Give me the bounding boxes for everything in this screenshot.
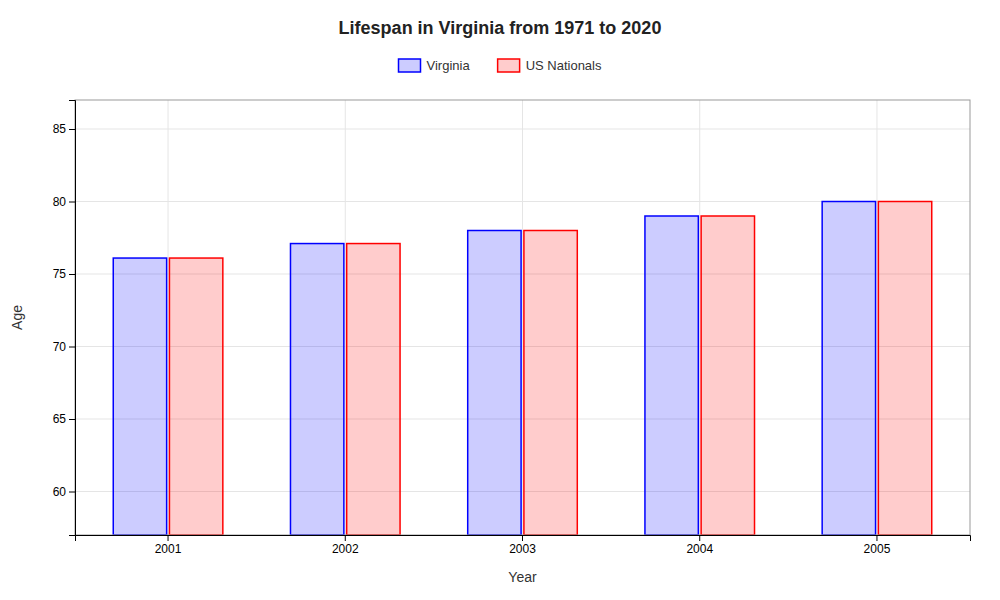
legend-swatch [399, 59, 421, 72]
legend: Virginia US Nationals [399, 58, 602, 73]
tick-mark [69, 129, 75, 130]
tick-mark [876, 535, 877, 541]
tick: 60 [53, 485, 75, 499]
tick: 2005 [864, 535, 891, 556]
tick-label: 85 [53, 122, 67, 136]
grid-line-x [876, 100, 877, 535]
tick: 75 [53, 267, 75, 281]
tick: 2002 [332, 535, 359, 556]
tick-mark [69, 274, 75, 275]
tick-mark [69, 202, 75, 203]
bar-series [113, 202, 875, 536]
grid-line-x [168, 100, 169, 535]
tick: 2001 [155, 535, 182, 556]
tick: 85 [53, 122, 75, 136]
axis-line [69, 101, 76, 536]
bar [878, 202, 931, 536]
x-axis: 2001 2002 2003 2004 2005 [76, 535, 971, 556]
grid-line-x [522, 100, 523, 535]
tick: 2004 [686, 535, 713, 556]
bars [113, 202, 931, 536]
tick-label: 2003 [509, 542, 536, 556]
legend-item: Virginia [399, 58, 471, 73]
legend-label: US Nationals [526, 58, 602, 73]
tick-label: 65 [53, 412, 67, 426]
y-axis: 60 65 70 75 80 85 [53, 101, 76, 536]
tick: 70 [53, 340, 75, 354]
grid-line-x [699, 100, 700, 535]
tick: 65 [53, 412, 75, 426]
tick-label: 70 [53, 340, 67, 354]
bar-series [169, 202, 931, 536]
bar [524, 231, 577, 536]
chart-title: Lifespan in Virginia from 1971 to 2020 [339, 18, 662, 38]
tick-label: 2005 [864, 542, 891, 556]
tick-label: 60 [53, 485, 67, 499]
legend-label: Virginia [427, 58, 471, 73]
bar [169, 258, 222, 535]
tick-mark [69, 347, 75, 348]
tick-label: 2002 [332, 542, 359, 556]
bar [290, 244, 343, 535]
tick-mark [699, 535, 700, 541]
legend-swatch [498, 59, 520, 72]
grid-line-x [345, 100, 346, 535]
tick-mark [69, 492, 75, 493]
chart-container: 2001 2002 2003 2004 2005 60 65 70 75 80 85 Year Age L… [0, 0, 1000, 600]
bar [822, 202, 875, 536]
bar [113, 258, 166, 535]
tick-mark [69, 419, 75, 420]
tick-mark [345, 535, 346, 541]
bar [347, 244, 400, 535]
tick-label: 80 [53, 195, 67, 209]
tick-mark [522, 535, 523, 541]
tick: 80 [53, 195, 75, 209]
tick-label: 2004 [686, 542, 713, 556]
bar [645, 216, 698, 535]
y-axis-title: Age [9, 305, 25, 330]
chart-svg: 2001 2002 2003 2004 2005 60 65 70 75 80 85 Year Age L… [0, 0, 1000, 600]
legend-item: US Nationals [498, 58, 602, 73]
axis-line [76, 536, 971, 542]
bar [701, 216, 754, 535]
tick-mark [168, 535, 169, 541]
bar [468, 231, 521, 536]
grid [75, 100, 970, 535]
tick: 2003 [509, 535, 536, 556]
tick-label: 2001 [155, 542, 182, 556]
tick-label: 75 [53, 267, 67, 281]
x-axis-title: Year [508, 569, 537, 585]
plot-frame [75, 100, 970, 535]
plot-area: 2001 2002 2003 2004 2005 60 65 70 75 80 85 [53, 100, 971, 556]
